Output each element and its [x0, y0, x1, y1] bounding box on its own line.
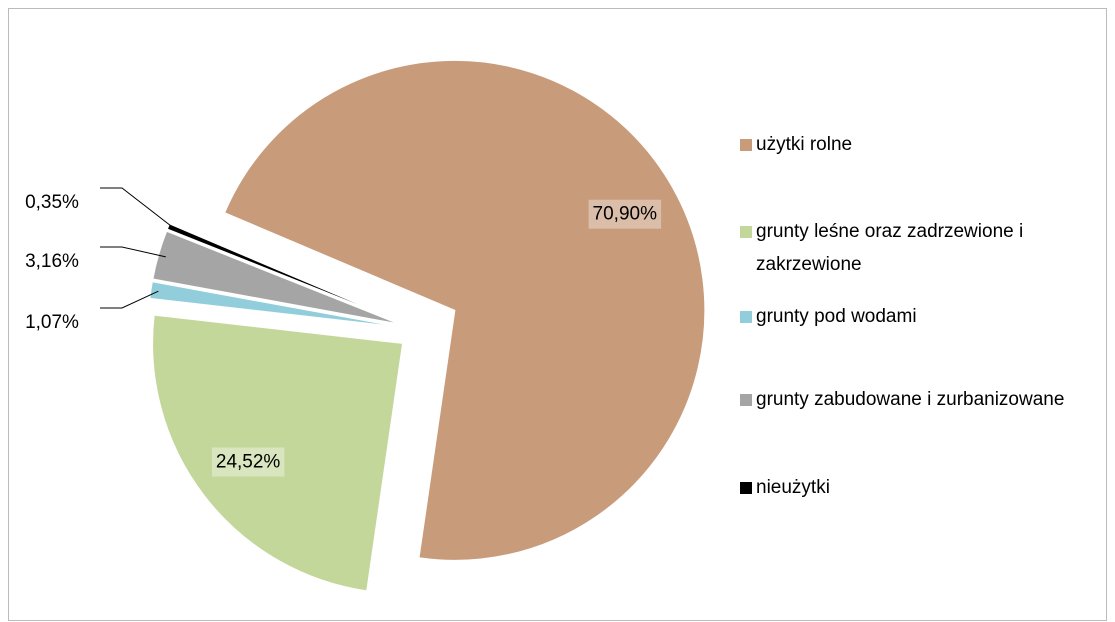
- frame: [8, 8, 1107, 621]
- pie-slice: [152, 314, 404, 592]
- legend-swatch: [740, 394, 752, 406]
- legend-label: grunty zabudowane i zurbanizowane: [756, 389, 1065, 410]
- legend-label: grunty pod wodami: [756, 306, 917, 327]
- data-label: 0,35%: [25, 192, 79, 213]
- data-label-bg: [588, 199, 662, 229]
- legend-entry: nieużytki: [740, 471, 1090, 504]
- pie-slice: [149, 281, 399, 328]
- legend-label: nieużytki: [756, 477, 830, 498]
- data-label-bg: [211, 447, 285, 477]
- pie-slice: [224, 59, 706, 561]
- legend-swatch: [740, 482, 752, 494]
- leader-line: [100, 246, 166, 258]
- leader-line: [100, 187, 176, 230]
- legend-entry: grunty zabudowane i zurbanizowane: [740, 383, 1090, 416]
- legend-entry: grunty pod wodami: [740, 300, 1090, 333]
- data-label: 24,52%: [216, 451, 281, 472]
- legend-swatch: [740, 226, 752, 238]
- legend-swatch: [740, 311, 752, 323]
- data-label: 70,90%: [593, 204, 658, 225]
- legend-swatch: [740, 139, 752, 151]
- data-label: 3,16%: [25, 251, 79, 272]
- legend-entry: grunty leśne oraz zadrzewione i zakrzewi…: [740, 215, 1090, 281]
- legend-entry: użytki rolne: [740, 128, 1090, 161]
- leader-line: [100, 290, 159, 309]
- data-label: 1,07%: [25, 312, 79, 333]
- legend-label: użytki rolne: [756, 134, 853, 155]
- pie-slice: [166, 223, 400, 323]
- legend-label: grunty leśne oraz zadrzewione i zakrzewi…: [756, 221, 1024, 275]
